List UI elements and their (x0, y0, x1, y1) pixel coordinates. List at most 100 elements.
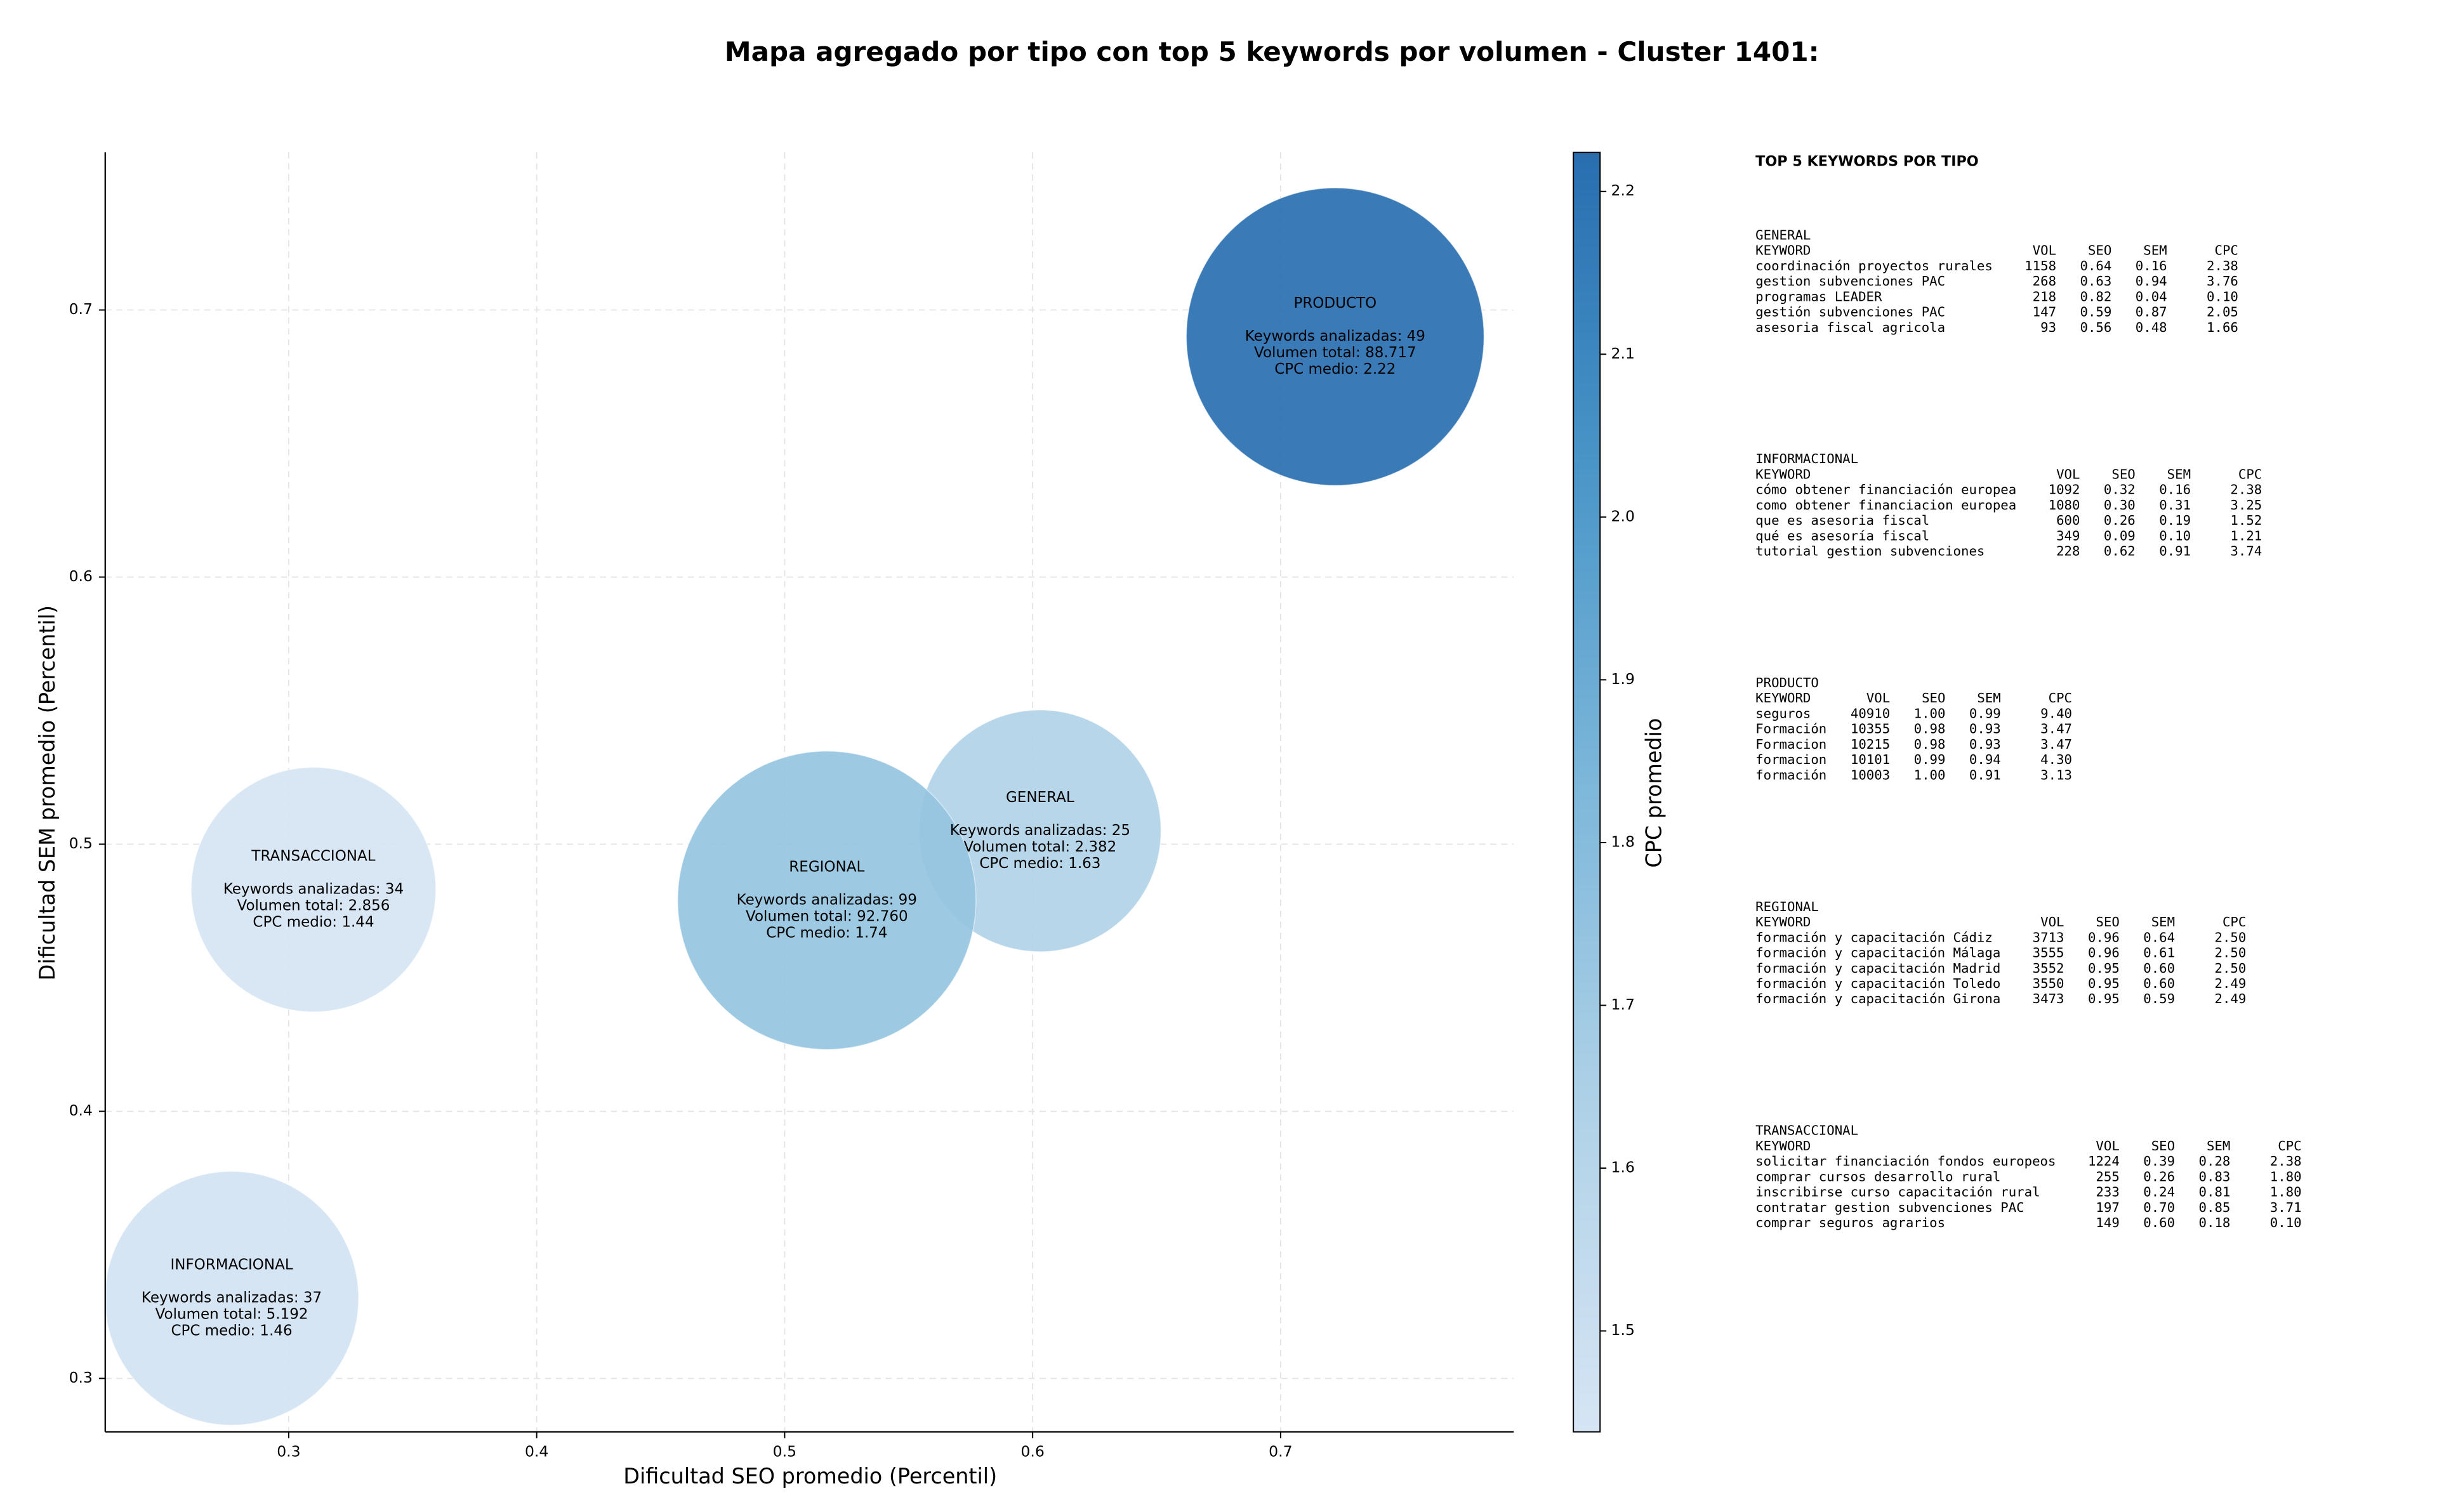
column-header: SEM (2167, 466, 2191, 482)
colorbar-tick-label: 2.2 (1611, 181, 1635, 199)
table-cell: 3.76 (2207, 273, 2238, 289)
section-name: INFORMACIONAL (1755, 451, 1858, 466)
bubble-annotation: CPC medio: 2.22 (1274, 361, 1396, 378)
table-cell: 0.85 (2199, 1200, 2231, 1215)
table-cell: tutorial gestion subvenciones (1755, 544, 1985, 559)
table-cell: 3.47 (2040, 737, 2072, 752)
table-cell: 3550 (2033, 976, 2064, 991)
table-cell: cómo obtener financiación europea (1755, 482, 2016, 497)
table-cell: 0.61 (2143, 945, 2175, 961)
table-cell: 228 (2056, 544, 2080, 559)
table-cell: 0.04 (2136, 289, 2167, 304)
column-header: CPC (2049, 690, 2072, 706)
table-cell: 0.81 (2199, 1185, 2231, 1200)
table-cell: 2.50 (2215, 945, 2247, 961)
x-tick-label: 0.6 (1020, 1442, 1044, 1460)
bubble-annotation: CPC medio: 1.46 (171, 1323, 292, 1339)
table-cell: 0.39 (2143, 1154, 2175, 1169)
table-cell: 0.96 (2088, 945, 2120, 961)
table-cell: 0.19 (2159, 513, 2191, 528)
table-cell: 600 (2056, 513, 2080, 528)
table-cell: gestión subvenciones PAC (1755, 305, 1945, 320)
table-cell: 0.95 (2088, 991, 2120, 1006)
table-cell: 3.47 (2040, 721, 2072, 737)
table-cell: 2.38 (2270, 1154, 2302, 1169)
table-cell: formación y capacitación Madrid (1755, 961, 2000, 976)
column-header: VOL (1866, 690, 1890, 706)
column-header: VOL (2040, 914, 2064, 930)
table-cell: 0.99 (1969, 706, 2001, 721)
column-header: CPC (2222, 914, 2246, 930)
table-cell: 3473 (2033, 991, 2064, 1006)
bubble-annotation: Volumen total: 2.382 (963, 839, 1116, 855)
colorbar-tick-label: 2.1 (1611, 345, 1635, 362)
bubble-name: TRANSACCIONAL (251, 848, 375, 865)
colorbar-tick-label: 1.7 (1611, 996, 1635, 1013)
table-cell: inscribirse curso capacitación rural (1755, 1185, 2040, 1200)
x-tick-label: 0.5 (773, 1442, 796, 1460)
table-cell: 3.13 (2040, 767, 2072, 782)
table-cell: formación y capacitación Cádiz (1755, 930, 1993, 945)
table-cell: como obtener financiacion europea (1755, 497, 2016, 513)
table-cell: Formacion (1755, 737, 1826, 752)
table-cell: contratar gestion subvenciones PAC (1755, 1200, 2024, 1215)
table-cell: asesoria fiscal agricola (1755, 320, 1945, 335)
bubble-annotation: Keywords analizadas: 99 (737, 891, 917, 908)
column-header: KEYWORD (1755, 1138, 1811, 1154)
column-header: SEM (2143, 243, 2167, 258)
table-cell: 0.93 (1969, 721, 2001, 737)
column-header: CPC (2214, 243, 2238, 258)
section-name: TRANSACCIONAL (1755, 1123, 1858, 1138)
table-cell: 2.05 (2207, 305, 2238, 320)
table-cell: 0.96 (2088, 930, 2120, 945)
table-cell: 3.71 (2270, 1200, 2302, 1215)
table-cell: 0.94 (2136, 273, 2167, 289)
table-cell: 0.70 (2143, 1200, 2175, 1215)
table-cell: 10101 (1851, 752, 1890, 767)
table-cell: 0.26 (2143, 1169, 2175, 1184)
bubble-annotation: Keywords analizadas: 37 (142, 1290, 322, 1306)
table-cell: 0.64 (2080, 258, 2112, 273)
table-cell: que es asesoria fiscal (1755, 513, 1929, 528)
table-cell: 0.10 (2270, 1215, 2302, 1230)
table-cell: 2.49 (2215, 976, 2247, 991)
table-cell: formación y capacitación Girona (1755, 991, 2000, 1006)
bubble-annotation: Volumen total: 2.856 (237, 898, 390, 914)
table-cell: 0.82 (2080, 289, 2112, 304)
column-header: SEO (2111, 466, 2135, 482)
table-cell: gestion subvenciones PAC (1755, 273, 1945, 289)
table-cell: 0.26 (2104, 513, 2136, 528)
table-cell: programas LEADER (1755, 289, 1882, 304)
table-cell: 9.40 (2040, 706, 2072, 721)
table-cell: formación y capacitación Toledo (1755, 976, 2000, 991)
table-cell: 268 (2033, 273, 2056, 289)
table-cell: 3.74 (2230, 544, 2262, 559)
colorbar-label: CPC promedio (1641, 718, 1666, 868)
table-cell: seguros (1755, 706, 1811, 721)
table-cell: 40910 (1851, 706, 1890, 721)
y-tick-label: 0.3 (69, 1369, 93, 1386)
bubble-annotation: CPC medio: 1.44 (253, 914, 374, 931)
table-cell: 0.56 (2080, 320, 2112, 335)
table-cell: 0.28 (2199, 1154, 2231, 1169)
table-cell: 1.00 (1914, 706, 1946, 721)
column-header: SEO (2151, 1138, 2175, 1154)
table-cell: 1.00 (1914, 767, 1946, 782)
table-cell: 0.98 (1914, 737, 1946, 752)
column-header: SEM (2207, 1138, 2230, 1154)
table-cell: 255 (2096, 1169, 2119, 1184)
table-cell: 233 (2096, 1185, 2119, 1200)
column-header: KEYWORD (1755, 243, 1811, 258)
table-cell: 218 (2033, 289, 2056, 304)
table-cell: 0.63 (2080, 273, 2112, 289)
bubble (1185, 187, 1485, 486)
column-header: VOL (2033, 243, 2056, 258)
table-cell: 0.18 (2199, 1215, 2231, 1230)
x-axis-label: Dificultad SEO promedio (Percentil) (623, 1464, 997, 1489)
table-cell: 10215 (1851, 737, 1890, 752)
bubble (677, 751, 977, 1050)
table-cell: 10003 (1851, 767, 1890, 782)
table-cell: coordinación proyectos rurales (1755, 258, 1993, 273)
column-header: VOL (2056, 466, 2080, 482)
